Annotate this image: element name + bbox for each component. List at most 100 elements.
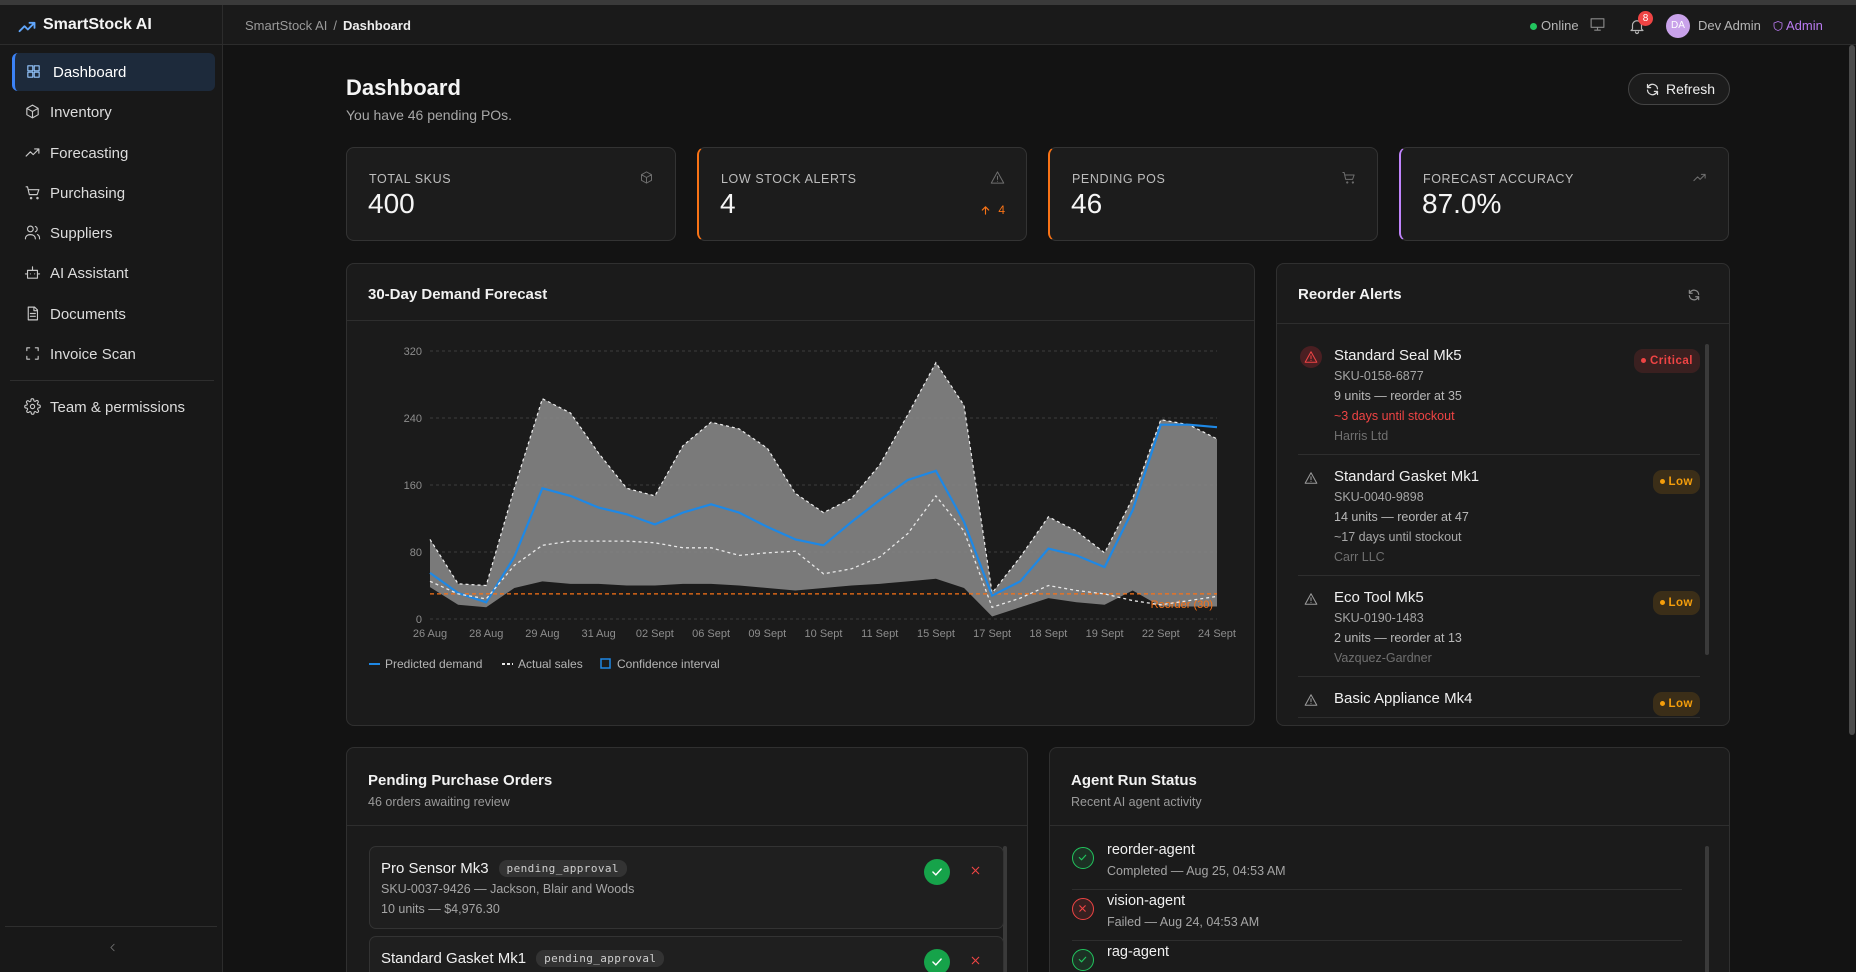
approve-button[interactable]	[924, 949, 950, 972]
icon	[932, 868, 942, 876]
nav-item[interactable]: Purchasing	[12, 174, 215, 212]
po-name: Pro Sensor Mk3	[381, 860, 489, 877]
page-subtitle: You have 46 pending POs.	[346, 107, 513, 123]
panel-subtitle: Recent AI agent activity	[1071, 795, 1202, 809]
agent-name: reorder-agent	[1107, 842, 1195, 858]
po-status: pending_approval	[536, 950, 665, 967]
icon-shape	[24, 225, 41, 240]
scrollbar	[1003, 846, 1007, 972]
badge-dot	[1659, 479, 1665, 484]
divider	[347, 320, 1254, 321]
badge-label: Critical	[1650, 355, 1693, 367]
stat-label: LOW STOCK ALERTS	[721, 172, 857, 186]
alert-name: Eco Tool Mk5	[1334, 589, 1424, 606]
top-bar: SmartStock AI SmartStock AI / Dashboard Onli…	[0, 5, 1856, 45]
x-tick-label: 02 Sept	[636, 628, 674, 640]
y-tick-label: 80	[410, 547, 422, 559]
po-status: pending_approval	[498, 860, 627, 877]
nav-label: Inventory	[50, 103, 112, 121]
breadcrumb-current: Dashboard	[343, 18, 411, 33]
reject-button[interactable]	[966, 951, 986, 971]
alert-item[interactable]: Standard Seal Mk5 Critical SKU-0158-6877 9 …	[1298, 334, 1700, 455]
icon	[1773, 21, 1783, 31]
sidebar: Dashboard Inventory Forecasting Purchasing S…	[0, 45, 223, 972]
alert-icon-bg	[1300, 588, 1322, 610]
chart-title: 30-Day Demand Forecast	[368, 286, 548, 303]
nav-item[interactable]: Suppliers	[12, 214, 215, 252]
po-item[interactable]: Standard Gasket Mk1 pending_approval	[369, 936, 1004, 972]
breadcrumb: SmartStock AI / Dashboard	[245, 18, 411, 33]
x-tick-label: 10 Sept	[805, 628, 843, 640]
agent-status-icon	[1072, 847, 1094, 869]
alert-item[interactable]: Standard Gasket Mk1 Low SKU-0040-9898 14 un…	[1298, 455, 1700, 576]
legend-label: Predicted demand	[385, 657, 482, 671]
icon-shape	[1590, 18, 1605, 31]
nav-item[interactable]: Team & permissions	[12, 388, 215, 426]
badge-label: Low	[1668, 698, 1693, 710]
stat-card: FORECAST ACCURACY 87.0%	[1399, 147, 1729, 241]
panel-subtitle: 46 orders awaiting review	[368, 795, 510, 809]
nav-label: Dashboard	[53, 63, 127, 81]
nav-item[interactable]: Forecasting	[12, 134, 215, 172]
alert-stock: 2 units — reorder at 13	[1334, 631, 1462, 645]
icon	[1688, 289, 1700, 301]
refresh-label: Refresh	[1666, 81, 1716, 97]
breadcrumb-item[interactable]: SmartStock AI	[245, 18, 328, 33]
notification-count: 8	[1638, 11, 1653, 26]
alert-item[interactable]: Basic Appliance Mk4 Low	[1298, 677, 1700, 718]
icon	[24, 266, 41, 279]
alert-supplier: Harris Ltd	[1334, 429, 1389, 443]
avatar: DA	[1666, 14, 1690, 38]
nav-item[interactable]: Invoice Scan	[12, 335, 215, 373]
po-title-row: Standard Gasket Mk1 pending_approval	[381, 950, 665, 967]
user-name: Dev Admin	[1698, 18, 1761, 33]
panel-title: Pending Purchase Orders	[368, 772, 553, 789]
alert-stockout: ~17 days until stockout	[1334, 530, 1462, 544]
icon-shape	[1646, 83, 1659, 96]
nav-label: Team & permissions	[50, 398, 186, 416]
icon-shape	[1688, 289, 1700, 301]
po-item[interactable]: Pro Sensor Mk3 pending_approval SKU-0037-9…	[369, 846, 1004, 929]
confidence-upper	[429, 361, 1218, 595]
approve-button[interactable]	[924, 859, 950, 885]
alert-item[interactable]: Eco Tool Mk5 Low SKU-0190-1483 2 units — re…	[1298, 576, 1700, 677]
icon	[25, 148, 40, 157]
po-name: Standard Gasket Mk1	[381, 950, 527, 967]
nav-label: Documents	[50, 305, 126, 323]
icon	[110, 943, 115, 952]
icon-shape	[1693, 173, 1706, 182]
icon-shape	[1078, 956, 1087, 963]
agent-status-icon	[1072, 898, 1094, 920]
icon-shape	[27, 306, 39, 321]
legend-swatch	[600, 658, 611, 669]
collapse-button[interactable]	[103, 938, 123, 958]
reference-label: Reorder (30)	[1151, 599, 1213, 611]
x-tick-label: 06 Sept	[692, 628, 730, 640]
nav-label: AI Assistant	[50, 264, 129, 282]
icon	[27, 65, 40, 78]
icon-shape	[990, 171, 1005, 184]
icon	[1079, 905, 1086, 912]
nav-item[interactable]: Dashboard	[12, 53, 215, 91]
icon-shape	[641, 171, 652, 184]
divider	[1050, 825, 1729, 826]
alert-icon-bg	[1300, 346, 1322, 368]
alert-list: Standard Seal Mk5 Critical SKU-0158-6877 9 …	[1298, 334, 1700, 725]
status-dot	[1530, 23, 1537, 30]
nav-item[interactable]: Documents	[12, 295, 215, 333]
notifications[interactable]: 8	[1624, 11, 1654, 41]
stat-value: 4	[720, 188, 736, 219]
nav-item[interactable]: Inventory	[12, 93, 215, 131]
agent-status-icon	[1072, 949, 1094, 971]
nav-item[interactable]: AI Assistant	[12, 254, 215, 292]
x-tick-label: 31 Aug	[582, 628, 616, 640]
sidebar-divider	[10, 380, 214, 381]
reject-button[interactable]	[966, 861, 986, 881]
refresh-button[interactable]: Refresh	[1628, 73, 1730, 105]
icon-shape	[26, 347, 39, 360]
sidebar-divider	[5, 926, 217, 927]
icon	[24, 398, 41, 415]
icon	[18, 21, 36, 33]
alert-badge: Low	[1652, 470, 1700, 494]
page-title: Dashboard	[346, 75, 461, 100]
